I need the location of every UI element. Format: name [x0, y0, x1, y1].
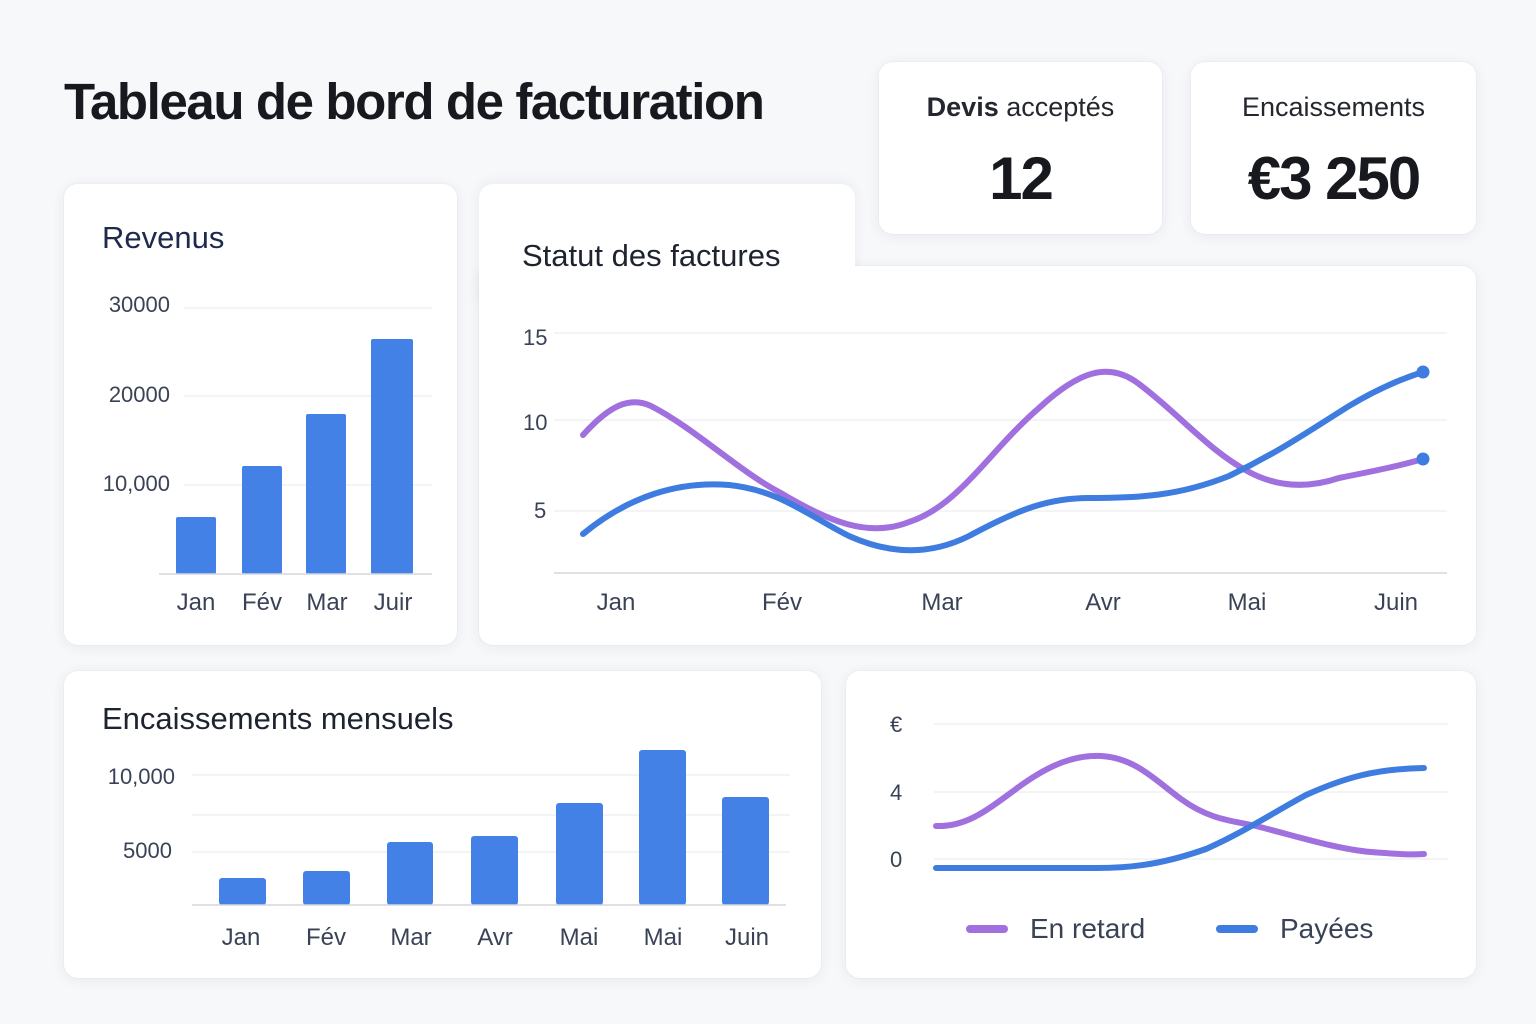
revenus-card: Revenus 30000 20000 10,000 Jan Fév Mar J…: [64, 184, 457, 645]
encaissements-mensuels-card: Encaissements mensuels 10,000 5000 Jan F…: [64, 671, 821, 978]
kpi-label: Encaissements: [1191, 92, 1476, 123]
statut-card: [479, 266, 1476, 645]
y-tick: 4: [890, 780, 902, 805]
bar: [639, 750, 686, 905]
x-label: Mai: [1228, 589, 1267, 616]
bar: [242, 466, 282, 574]
bar: [219, 878, 266, 905]
y-tick: 10,000: [108, 764, 175, 789]
legend-item-payees: Payées: [1216, 913, 1373, 945]
statut-card-joint: [479, 240, 855, 310]
card-title: Revenus: [102, 220, 225, 255]
x-label: Mai: [644, 924, 683, 951]
bar: [387, 842, 433, 905]
x-label: Mar: [306, 589, 347, 616]
bar: [722, 797, 769, 905]
kpi-card-encaissements: Encaissements €3 250: [1191, 62, 1476, 234]
card-title: Statut des factures: [522, 238, 781, 273]
data-point: [1416, 365, 1430, 379]
page-title: Tableau de bord de facturation: [64, 73, 765, 130]
retard-line-chart: € 4 0: [890, 712, 1448, 872]
x-label: Jan: [222, 924, 261, 951]
retard-payees-card: € 4 0 En retard Payées: [846, 671, 1476, 978]
kpi-value: €3 250: [1247, 145, 1422, 212]
encaissements-bar-chart: 10,000 5000 Jan Fév Mar Avr Mai Mai Juin: [108, 750, 790, 951]
y-tick: 10,000: [103, 471, 170, 496]
y-tick: 20000: [109, 382, 170, 407]
revenus-bar-chart: 30000 20000 10,000 Jan Fév Mar Juir: [103, 292, 432, 616]
x-label: Avr: [477, 924, 513, 951]
legend-label: Payées: [1280, 913, 1374, 944]
x-label: Fév: [242, 589, 282, 616]
legend-label: En retard: [1030, 913, 1146, 944]
kpi-label: Devis acceptés: [879, 92, 1162, 123]
statut-line-chart: 15 10 5 Jan Fév Mar Avr Mai Juin: [523, 325, 1447, 616]
kpi-label-bold: Devis: [926, 92, 999, 122]
card-title: Encaissements mensuels: [102, 701, 454, 736]
y-tick: 0: [890, 847, 902, 872]
bar: [371, 339, 413, 574]
y-tick: 30000: [109, 292, 170, 317]
line-en-retard: [580, 368, 1426, 532]
line-payees: [580, 369, 1426, 554]
x-label: Fév: [306, 924, 346, 951]
x-label: Avr: [1085, 589, 1121, 616]
kpi-card-devis: Devis acceptés 12: [879, 62, 1162, 234]
legend-swatch: [1216, 925, 1258, 933]
bar: [176, 517, 216, 574]
line-payees: [933, 765, 1427, 871]
legend-item-en-retard: En retard: [966, 913, 1145, 945]
y-tick: 5000: [123, 838, 172, 863]
y-tick: 5: [534, 498, 546, 523]
x-label: Fév: [762, 589, 802, 616]
y-tick: 10: [523, 410, 547, 435]
y-tick: €: [890, 712, 902, 737]
legend-swatch: [966, 925, 1008, 933]
x-label: Mai: [560, 924, 599, 951]
x-label: Juir: [374, 589, 413, 616]
line-en-retard: [933, 752, 1427, 858]
kpi-value: 12: [989, 145, 1054, 212]
x-label: Juin: [1374, 589, 1418, 616]
kpi-label-rest: acceptés: [998, 92, 1115, 122]
bar: [471, 836, 518, 905]
x-label: Jan: [597, 589, 636, 616]
x-label: Mar: [921, 589, 962, 616]
bar: [303, 871, 350, 905]
x-label: Mar: [390, 924, 431, 951]
x-label: Juin: [725, 924, 769, 951]
x-label: Jan: [177, 589, 216, 616]
y-tick: 15: [523, 325, 547, 350]
bar: [556, 803, 603, 905]
bar: [306, 414, 346, 574]
data-point: [1416, 452, 1430, 466]
kpi-label-text: Encaissements: [1241, 92, 1426, 122]
